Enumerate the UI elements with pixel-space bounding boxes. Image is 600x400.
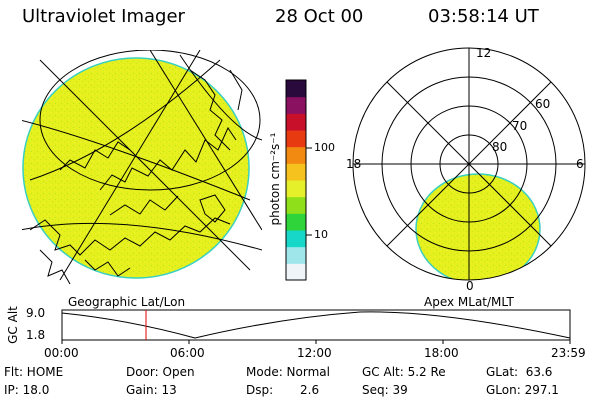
- coastlines: [29, 69, 243, 285]
- altitude-curve: [61, 311, 571, 339]
- status-dsp-label: Dsp:: [246, 383, 274, 397]
- colorbar-segment: [286, 230, 306, 248]
- colorbar-segment: [286, 96, 306, 114]
- mlt-label-18: 18: [346, 157, 362, 171]
- lat-label-80: 80: [492, 140, 508, 154]
- mlt-label-6: 6: [576, 157, 584, 171]
- timeline-xtick-1200: 12:00: [297, 346, 332, 360]
- colorbar-segment: [286, 213, 306, 231]
- timeline-ticks: [61, 340, 571, 344]
- timeline-ylabel: GC Alt: [5, 306, 20, 344]
- status-dsp-value: 2.6: [300, 383, 320, 397]
- colorbar-segment: [286, 80, 306, 98]
- colorbar-tick-label-10: 10: [314, 228, 328, 241]
- colorbar-segment: [286, 146, 306, 164]
- timeline-xtick-0000: 00:00: [44, 346, 79, 360]
- app-title: Ultraviolet Imager: [22, 6, 185, 27]
- status-mode: Mode: Normal: [246, 365, 330, 379]
- status-ip: IP: 18.0: [4, 383, 50, 397]
- lat-label-60: 60: [535, 97, 551, 111]
- timeline-ytick-top: 9.0: [26, 306, 46, 320]
- status-seq: Seq: 39: [362, 383, 408, 397]
- colorbar-segment: [286, 113, 306, 131]
- graticule: [22, 50, 262, 281]
- polar-grid: [352, 47, 586, 281]
- status-door: Door: Open: [126, 365, 195, 379]
- mlt-label-12: 12: [476, 46, 492, 60]
- date-label: 28 Oct 00: [275, 6, 364, 27]
- mlt-label-0: 0: [466, 279, 474, 293]
- status-gain: Gain: 13: [126, 383, 177, 397]
- status-flt: Flt: HOME: [4, 365, 64, 379]
- lat-label-70: 70: [512, 119, 528, 133]
- colorbar-segment: [286, 163, 306, 181]
- timeline-xtick-1800: 18:00: [424, 346, 459, 360]
- time-label: 03:58:14 UT: [428, 6, 539, 27]
- colorbar-segment: [286, 263, 306, 281]
- timeline-ytick-bottom: 1.8: [26, 328, 46, 342]
- aurora-image-right: [415, 173, 541, 280]
- timeline-xtick-2359: 23:59: [551, 346, 586, 360]
- colorbar-segment: [286, 130, 306, 148]
- left-panel-label: Geographic Lat/Lon: [68, 295, 186, 309]
- colorbar-segment: [286, 196, 306, 214]
- colorbar-tick-label-100: 100: [314, 141, 335, 154]
- status-glon: GLon: 297.1: [486, 383, 559, 397]
- colorbar-segment: [286, 180, 306, 198]
- status-gc-alt: GC Alt: 5.2 Re: [362, 365, 446, 379]
- colorbar: [286, 80, 306, 281]
- timeline-frame: [61, 309, 571, 341]
- right-panel-label: Apex MLat/MLT: [424, 295, 514, 309]
- colorbar-segment: [286, 246, 306, 264]
- status-glat: GLat: 63.6: [486, 365, 553, 379]
- timeline-xtick-0600: 06:00: [170, 346, 205, 360]
